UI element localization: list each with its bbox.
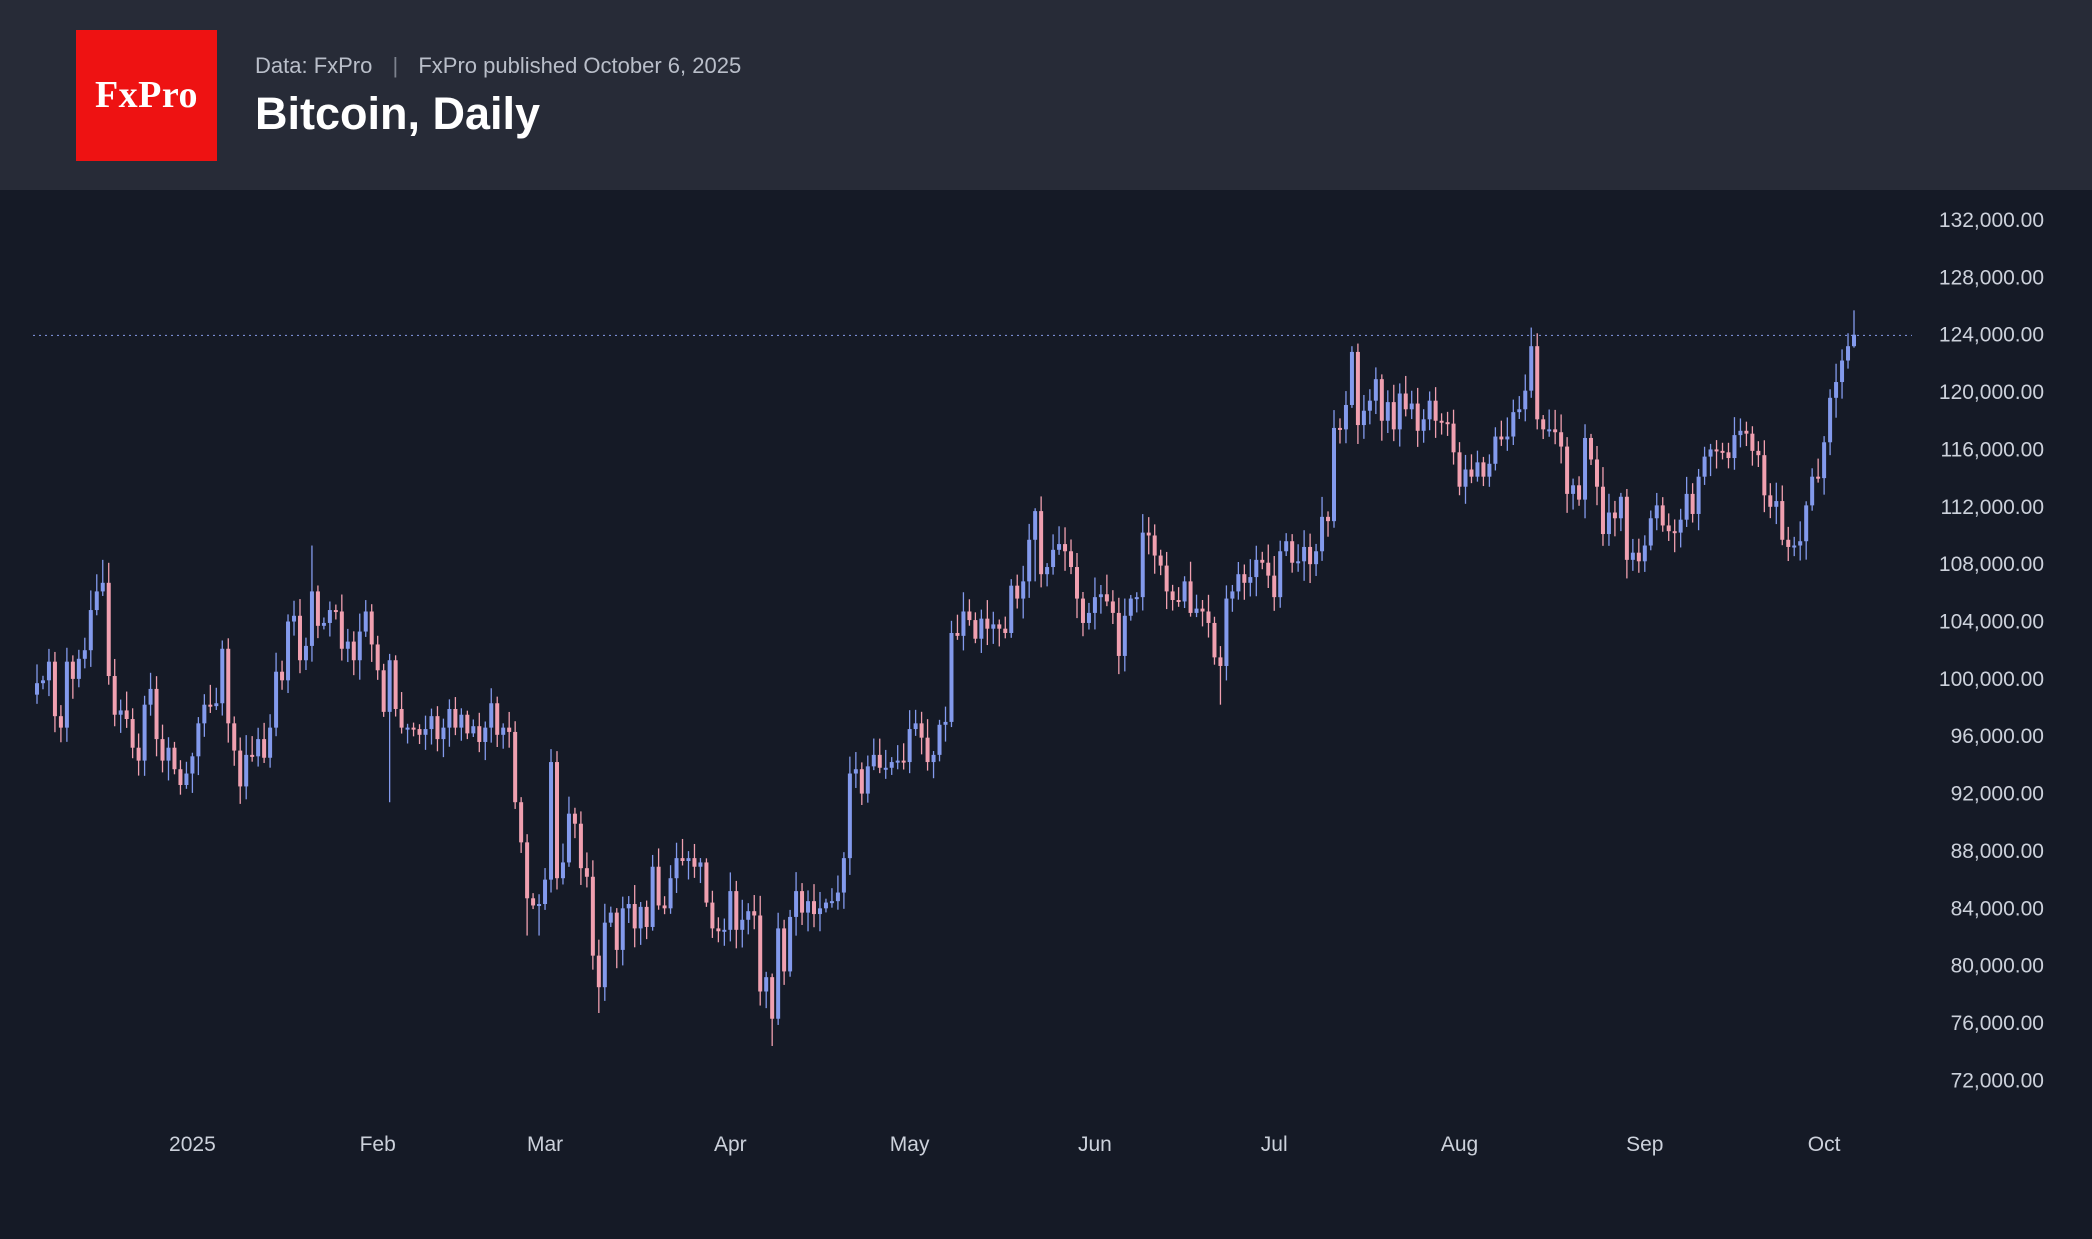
svg-text:76,000.00: 76,000.00 xyxy=(1951,1012,2044,1035)
fxpro-logo: FxPro xyxy=(76,29,217,161)
svg-text:96,000.00: 96,000.00 xyxy=(1951,725,2044,748)
page-title: Bitcoin, Daily xyxy=(255,87,541,139)
chart-area: 132,000.00 128,000.00 124,000.00 120,000.00… xyxy=(0,190,2092,1234)
svg-text:Aug: Aug xyxy=(1441,1133,1478,1156)
svg-text:112,000.00: 112,000.00 xyxy=(1940,496,2044,519)
candlestick-chart: 132,000.00 128,000.00 124,000.00 120,000.00… xyxy=(33,209,2044,1156)
svg-text:Jun: Jun xyxy=(1078,1133,1112,1156)
svg-text:92,000.00: 92,000.00 xyxy=(1951,783,2044,806)
published-label: FxPro published October 6, 2025 xyxy=(418,52,742,78)
svg-text:88,000.00: 88,000.00 xyxy=(1951,840,2044,863)
svg-text:100,000.00: 100,000.00 xyxy=(1939,668,2044,691)
svg-text:84,000.00: 84,000.00 xyxy=(1951,897,2044,920)
source-line: Data: FxPro | FxPro published October 6,… xyxy=(255,52,742,78)
svg-text:2025: 2025 xyxy=(169,1133,216,1156)
svg-text:108,000.00: 108,000.00 xyxy=(1939,553,2044,576)
svg-text:Mar: Mar xyxy=(527,1133,563,1156)
svg-text:Feb: Feb xyxy=(360,1133,396,1156)
svg-text:Sep: Sep xyxy=(1626,1133,1663,1156)
svg-text:132,000.00: 132,000.00 xyxy=(1939,209,2044,232)
data-source-label: Data: FxPro xyxy=(255,52,373,78)
svg-text:120,000.00: 120,000.00 xyxy=(1939,381,2044,404)
fxpro-logo-text: FxPro xyxy=(94,74,199,116)
svg-text:128,000.00: 128,000.00 xyxy=(1939,266,2044,289)
svg-text:Apr: Apr xyxy=(714,1133,747,1156)
svg-text:Oct: Oct xyxy=(1808,1133,1841,1156)
svg-text:Jul: Jul xyxy=(1261,1133,1288,1156)
svg-text:May: May xyxy=(890,1133,930,1156)
svg-text:80,000.00: 80,000.00 xyxy=(1951,955,2044,978)
svg-text:116,000.00: 116,000.00 xyxy=(1940,438,2044,461)
svg-text:104,000.00: 104,000.00 xyxy=(1939,611,2044,634)
header-text-block: Data: FxPro | FxPro published October 6,… xyxy=(255,52,742,139)
svg-text:72,000.00: 72,000.00 xyxy=(1951,1069,2044,1092)
chart-header: FxPro Data: FxPro | FxPro published Octo… xyxy=(0,0,2092,190)
separator: | xyxy=(392,52,399,78)
svg-text:124,000.00: 124,000.00 xyxy=(1939,324,2044,347)
